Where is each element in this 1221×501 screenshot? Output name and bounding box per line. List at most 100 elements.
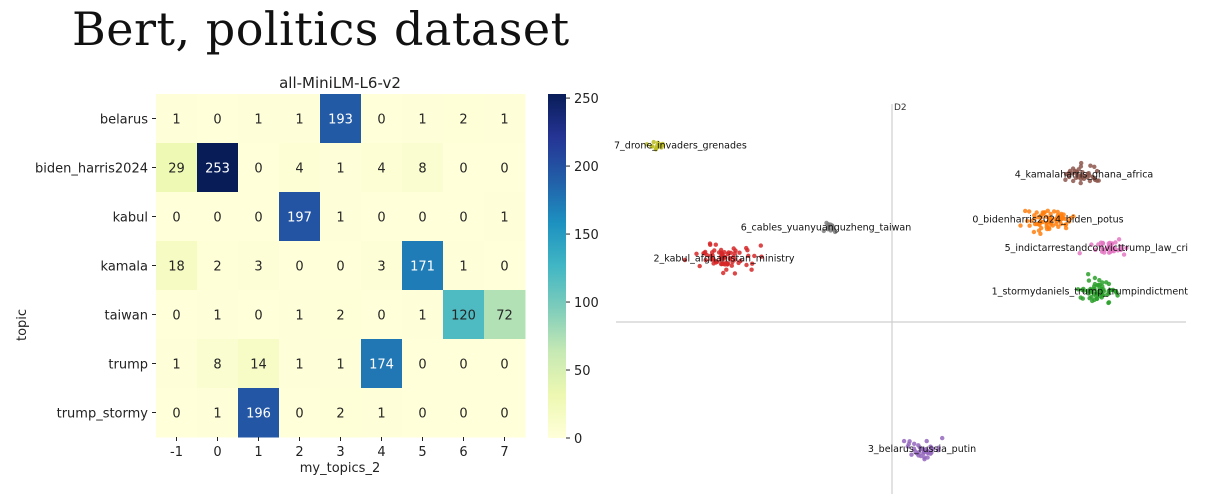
x-tick-label: 1 <box>254 445 262 460</box>
heatmap-cell-value: 1 <box>377 407 385 422</box>
scatter-point <box>649 144 654 149</box>
scatter-point <box>725 251 731 257</box>
heatmap-cell-value: 0 <box>418 358 426 373</box>
scatter-point <box>912 441 917 446</box>
heatmap-cell <box>279 143 321 193</box>
scatter-point <box>922 455 927 460</box>
heatmap-cell-value: 1 <box>500 211 508 226</box>
heatmap-cell-value: 1 <box>295 358 303 373</box>
heatmap-cell-value: 0 <box>418 211 426 226</box>
scatter-point <box>1051 209 1057 214</box>
heatmap-cell-value: 1 <box>336 211 344 226</box>
heatmap-cell-value: 0 <box>377 211 385 226</box>
y-tick-label: taiwan <box>104 309 148 324</box>
scatter-point <box>719 261 724 267</box>
colorbar <box>548 94 566 438</box>
heatmap-cell-value: 1 <box>418 113 426 128</box>
y-tick-label: kabul <box>113 211 148 226</box>
cluster-label: 0_bidenharris2024_biden_potus <box>972 215 1123 226</box>
heatmap-cell-value: 1 <box>418 309 426 324</box>
heatmap-cell <box>484 143 526 193</box>
y-tick-label: trump_stormy <box>57 407 149 422</box>
scatter-point <box>722 262 728 267</box>
scatter-point <box>1115 293 1120 298</box>
x-tick-label: 6 <box>459 445 467 460</box>
scatter-point <box>1106 289 1111 294</box>
heatmap-cell <box>197 192 239 242</box>
scatter-point <box>1075 287 1081 292</box>
scatter-point <box>1068 216 1073 221</box>
scatter-point <box>1101 289 1107 294</box>
cluster-label: 4_kamalaharris_ghana_africa <box>1015 169 1154 180</box>
heatmap-cell-value: 0 <box>500 358 508 373</box>
colorbar-tick-label: 0 <box>574 432 582 447</box>
scatter-point <box>730 259 735 265</box>
scatter-point <box>710 250 715 255</box>
heatmap-cell-value: 0 <box>213 211 221 226</box>
y-tick-label: belarus <box>100 113 148 128</box>
heatmap-cell <box>238 241 280 291</box>
x-tick-label: 5 <box>418 445 426 460</box>
colorbar-tick-label: 150 <box>574 228 599 243</box>
scatter-point <box>744 262 749 268</box>
heatmap-cell <box>156 192 198 242</box>
scatter-point <box>1086 291 1091 296</box>
scatter-point <box>909 452 914 457</box>
heatmap-cell <box>320 143 362 193</box>
heatmap-cell <box>197 290 239 340</box>
scatter-point <box>1121 252 1127 257</box>
scatter-point <box>1124 245 1129 251</box>
scatter-point <box>1088 286 1093 292</box>
scatter-point <box>1099 295 1104 300</box>
heatmap-cell <box>361 192 403 242</box>
x-tick-label: 4 <box>377 445 385 460</box>
scatter-point <box>1106 281 1112 287</box>
scatter-point <box>1078 173 1083 179</box>
heatmap-cell <box>238 388 280 438</box>
scatter-point <box>1034 221 1039 227</box>
scatter-point <box>1038 219 1044 224</box>
heatmap-cell <box>484 290 526 340</box>
heatmap-cell-value: 0 <box>500 407 508 422</box>
scatter-point <box>1097 278 1102 283</box>
scatter-point <box>1027 223 1032 228</box>
heatmap-cell-value: 0 <box>377 309 385 324</box>
scatter-point <box>1074 171 1079 177</box>
scatter-point <box>724 267 729 272</box>
heatmap-cell-value: 72 <box>496 309 513 324</box>
heatmap-cell-value: 1 <box>459 260 467 275</box>
heatmap-title: all-MiniLM-L6-v2 <box>279 74 401 92</box>
heatmap-cell <box>402 143 444 193</box>
heatmap-cell <box>361 94 403 144</box>
cluster-label: 3_belarus_russia_putin <box>868 444 976 455</box>
scatter-point <box>1098 240 1104 245</box>
heatmap-cell <box>402 94 444 144</box>
heatmap-cell-value: 0 <box>172 407 180 422</box>
scatter-point <box>1106 300 1112 305</box>
scatter-point <box>1048 211 1053 217</box>
scatter-point <box>1025 218 1030 224</box>
heatmap-cell-value: 1 <box>213 407 221 422</box>
heatmap-cell <box>279 388 321 438</box>
scatter-point <box>1116 237 1122 242</box>
x-tick-label: 7 <box>500 445 508 460</box>
scatter-point <box>1095 283 1100 288</box>
heatmap-cell-value: 1 <box>213 309 221 324</box>
y-tick-label: trump <box>108 358 148 373</box>
scatter-point <box>1063 177 1068 182</box>
heatmap-cell-value: 193 <box>328 113 353 128</box>
page-title: Bert, politics dataset <box>72 2 570 56</box>
scatter-point <box>653 147 658 152</box>
scatter-point <box>1053 217 1058 222</box>
heatmap-cell <box>402 290 444 340</box>
scatter-point <box>710 256 715 262</box>
heatmap-cell <box>402 241 444 291</box>
heatmap-cell <box>197 143 239 193</box>
heatmap-cell <box>156 290 198 340</box>
scatter-point <box>1077 251 1082 256</box>
heatmap-cell-value: 0 <box>295 407 303 422</box>
scatter-point <box>1079 160 1084 166</box>
scatter-point <box>644 142 650 147</box>
y-tick-label: kamala <box>101 260 148 275</box>
scatter-point <box>923 447 929 452</box>
